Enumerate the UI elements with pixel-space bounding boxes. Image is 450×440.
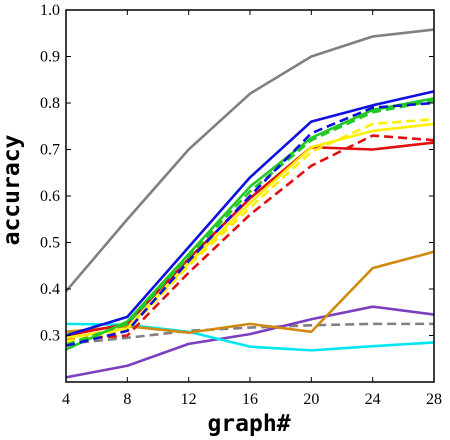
y-tick-label: 0.4 [40,281,60,298]
y-tick-label: 0.8 [40,95,60,112]
series-line-12 [65,90,435,337]
y-tick-label: 0.6 [40,188,60,205]
x-tick-label: 8 [123,391,131,408]
x-tick-label: 16 [242,391,258,408]
y-axis-title: accuracy [0,134,25,245]
series-line-10 [65,99,435,347]
series-line-1 [65,322,434,346]
series-line-11 [65,101,435,347]
series-line-9 [65,97,435,351]
series-line-4 [65,250,435,335]
series-line-0 [65,28,435,293]
x-tick-label: 28 [426,391,442,408]
series-line-6 [65,134,435,342]
series-layer [65,28,435,379]
y-tick-label: 1.0 [40,2,60,19]
x-tick-label: 20 [303,391,319,408]
y-tick-label: 0.7 [40,142,60,159]
x-tick-label: 12 [181,391,197,408]
x-tick-label: 24 [365,391,381,408]
series-line-7 [65,122,435,340]
x-tick-label: 4 [62,391,70,408]
x-axis-title: graph# [207,411,290,437]
series-line-2 [65,305,435,379]
y-tick-label: 0.9 [40,49,60,66]
y-tick-label: 0.5 [40,235,60,252]
ticks-layer: 4 8 12 16 20 24 28 0.3 0.4 0.5 0.6 0.7 0.8 0.9 1.0 [40,2,442,408]
y-tick-label: 0.3 [40,328,60,345]
